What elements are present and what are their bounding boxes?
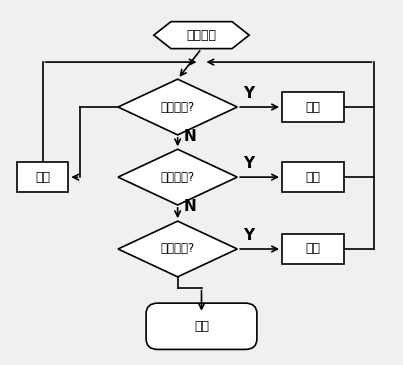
Text: Y: Y [243, 228, 254, 243]
Text: 校正: 校正 [35, 170, 50, 184]
FancyBboxPatch shape [17, 162, 69, 192]
FancyBboxPatch shape [282, 92, 344, 122]
FancyBboxPatch shape [146, 303, 257, 349]
Text: 持续慢速?: 持续慢速? [160, 242, 195, 255]
Text: Y: Y [243, 86, 254, 101]
FancyBboxPatch shape [282, 234, 344, 264]
Text: 全司零点?: 全司零点? [160, 100, 195, 114]
Polygon shape [118, 221, 237, 277]
Text: N: N [184, 199, 196, 214]
Polygon shape [118, 79, 237, 135]
Text: 减速信号?: 减速信号? [160, 170, 195, 184]
Text: N: N [184, 129, 196, 144]
Polygon shape [118, 149, 237, 205]
Text: Y: Y [243, 156, 254, 171]
Text: 减速: 减速 [305, 170, 320, 184]
Text: 结束: 结束 [194, 320, 209, 333]
Polygon shape [154, 22, 249, 49]
Text: 慢速启动: 慢速启动 [187, 28, 216, 42]
FancyBboxPatch shape [282, 162, 344, 192]
Text: 加速: 加速 [305, 242, 320, 255]
Text: 急停: 急停 [305, 100, 320, 114]
